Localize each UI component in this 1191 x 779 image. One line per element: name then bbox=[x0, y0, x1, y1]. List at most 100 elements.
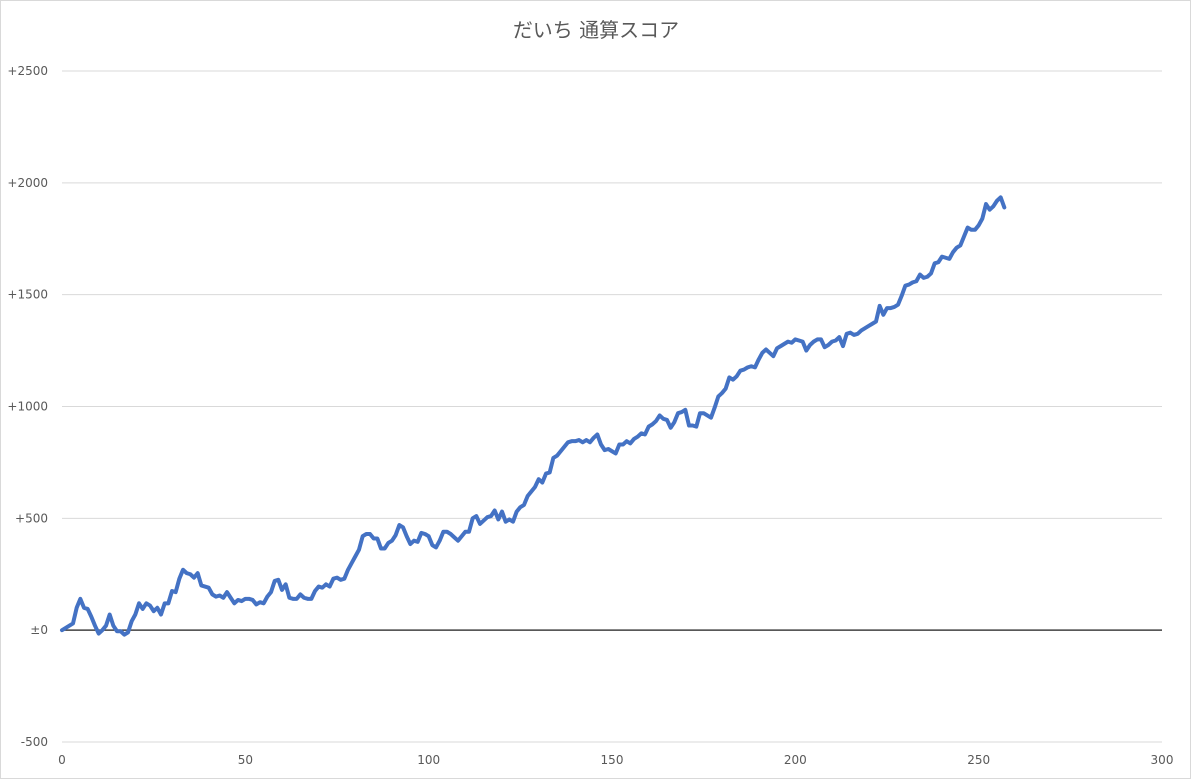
data-point bbox=[900, 294, 904, 298]
data-point bbox=[350, 561, 354, 565]
data-point bbox=[203, 585, 207, 589]
data-point bbox=[709, 416, 713, 420]
data-point bbox=[603, 448, 607, 452]
data-point bbox=[236, 598, 240, 602]
data-point bbox=[672, 420, 676, 424]
data-point bbox=[218, 593, 222, 597]
data-point bbox=[757, 358, 761, 362]
data-point bbox=[280, 588, 284, 592]
x-tick-label: 200 bbox=[784, 753, 807, 767]
data-point bbox=[375, 536, 379, 540]
data-point bbox=[225, 590, 229, 594]
data-point bbox=[687, 424, 691, 428]
data-point bbox=[489, 514, 493, 518]
data-point bbox=[837, 335, 841, 339]
data-point bbox=[823, 345, 827, 349]
data-point bbox=[790, 341, 794, 345]
data-point bbox=[702, 411, 706, 415]
data-point bbox=[64, 626, 68, 630]
data-point bbox=[500, 510, 504, 514]
data-point bbox=[1002, 205, 1006, 209]
data-point bbox=[284, 582, 288, 586]
data-point bbox=[441, 530, 445, 534]
data-point bbox=[786, 340, 790, 344]
data-point bbox=[196, 571, 200, 575]
data-point bbox=[929, 271, 933, 275]
data-point bbox=[276, 578, 280, 582]
data-point bbox=[724, 387, 728, 391]
data-point bbox=[614, 451, 618, 455]
data-point bbox=[419, 531, 423, 535]
data-point bbox=[159, 613, 163, 617]
x-tick-label: 50 bbox=[238, 753, 253, 767]
data-point bbox=[537, 477, 541, 481]
data-point bbox=[141, 607, 145, 611]
x-tick-label: 250 bbox=[967, 753, 990, 767]
data-point bbox=[991, 204, 995, 208]
data-point bbox=[320, 586, 324, 590]
data-point bbox=[115, 629, 119, 633]
data-point bbox=[232, 601, 236, 605]
data-point bbox=[394, 533, 398, 537]
data-point bbox=[89, 615, 93, 619]
data-point bbox=[108, 613, 112, 617]
data-point bbox=[969, 228, 973, 232]
data-point bbox=[797, 339, 801, 343]
data-point bbox=[705, 413, 709, 417]
data-point bbox=[262, 601, 266, 605]
data-point bbox=[654, 419, 658, 423]
data-point bbox=[584, 438, 588, 442]
data-point bbox=[731, 378, 735, 382]
data-point bbox=[878, 304, 882, 308]
data-point bbox=[379, 547, 383, 551]
data-point bbox=[291, 597, 295, 601]
data-point bbox=[522, 503, 526, 507]
data-point bbox=[911, 280, 915, 284]
data-point bbox=[122, 633, 126, 637]
data-point bbox=[727, 375, 731, 379]
data-point bbox=[515, 510, 519, 514]
data-point bbox=[588, 440, 592, 444]
data-point bbox=[610, 449, 614, 453]
data-point bbox=[390, 539, 394, 543]
data-point bbox=[819, 337, 823, 341]
data-point bbox=[577, 438, 581, 442]
data-point bbox=[221, 596, 225, 600]
data-point bbox=[361, 534, 365, 538]
data-point bbox=[397, 523, 401, 527]
data-point bbox=[93, 624, 97, 628]
data-point bbox=[848, 331, 852, 335]
data-point bbox=[82, 606, 86, 610]
data-point bbox=[540, 481, 544, 485]
data-point bbox=[595, 432, 599, 436]
data-point bbox=[782, 342, 786, 346]
data-point bbox=[309, 597, 313, 601]
data-point bbox=[192, 576, 196, 580]
y-gridlines bbox=[62, 70, 1162, 743]
data-point bbox=[735, 374, 739, 378]
data-point bbox=[771, 354, 775, 358]
data-point bbox=[984, 202, 988, 206]
data-point bbox=[606, 447, 610, 451]
data-point bbox=[104, 624, 108, 628]
data-point bbox=[742, 368, 746, 372]
data-point bbox=[504, 520, 508, 524]
data-point bbox=[749, 364, 753, 368]
data-point bbox=[977, 223, 981, 227]
data-point bbox=[339, 578, 343, 582]
x-tick-label: 150 bbox=[601, 753, 624, 767]
x-tick-label: 300 bbox=[1151, 753, 1174, 767]
data-point bbox=[874, 320, 878, 324]
data-point bbox=[78, 597, 82, 601]
data-point bbox=[966, 226, 970, 230]
chart-title: だいち 通算スコア bbox=[513, 18, 679, 42]
data-point bbox=[636, 435, 640, 439]
data-point bbox=[720, 391, 724, 395]
data-point bbox=[962, 235, 966, 239]
data-point bbox=[152, 609, 156, 613]
data-point bbox=[834, 339, 838, 343]
data-point bbox=[570, 439, 574, 443]
data-point bbox=[617, 443, 621, 447]
data-point bbox=[940, 255, 944, 259]
